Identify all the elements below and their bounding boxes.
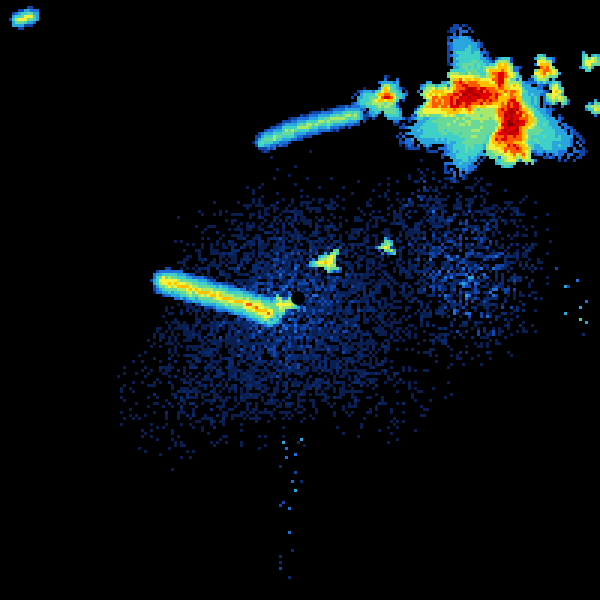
- radar-reflectivity-canvas: [0, 0, 600, 600]
- radar-display: Base Reflectivity dBZ Weather radar base…: [0, 0, 600, 600]
